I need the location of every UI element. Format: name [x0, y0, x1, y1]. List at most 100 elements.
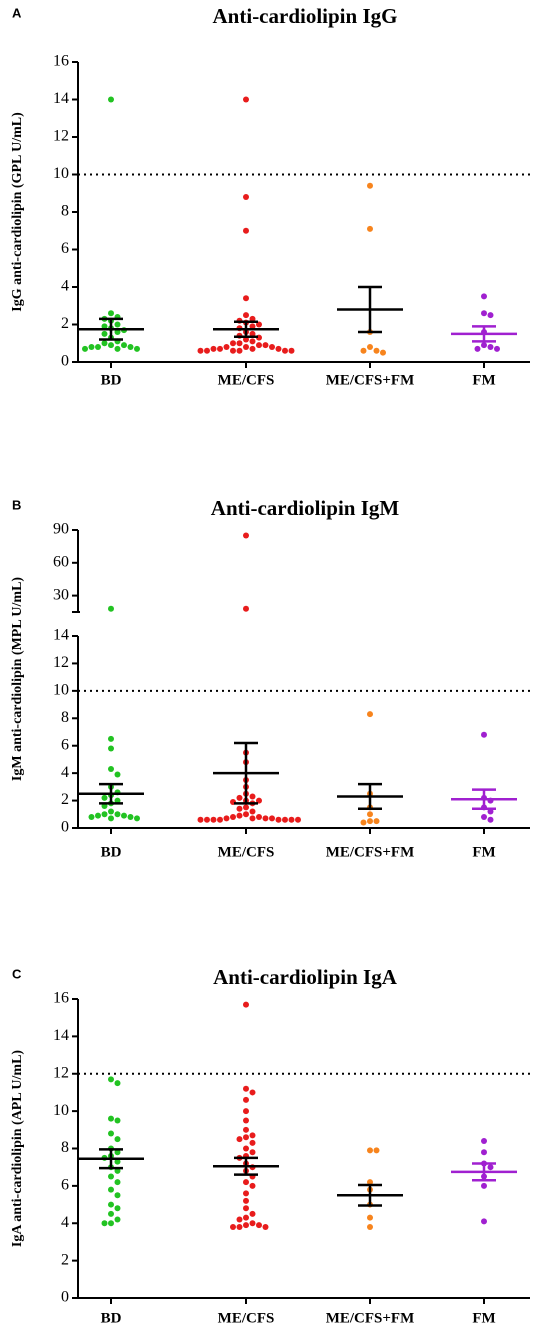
data-point [367, 1214, 373, 1221]
data-point [101, 794, 108, 801]
data-point [121, 342, 127, 349]
data-point [249, 345, 256, 352]
data-point [108, 1186, 114, 1193]
data-point [288, 347, 295, 354]
data-point [114, 321, 121, 328]
data-point [236, 794, 243, 801]
x-tick-label: ME/CFS+FM [326, 372, 415, 388]
data-point [243, 532, 249, 539]
data-point [494, 345, 500, 352]
data-point [380, 349, 386, 356]
data-point [256, 342, 262, 349]
y-axis-label: IgA anti-cardiolipin (APL U/mL) [10, 1050, 25, 1248]
y-tick-label: 8 [61, 203, 69, 220]
data-point [360, 819, 367, 826]
data-point [204, 347, 210, 354]
data-point [108, 605, 114, 612]
data-point [101, 340, 108, 347]
data-point [481, 1182, 487, 1189]
y-axis-label: IgM anti-cardiolipin (MPL U/mL) [10, 577, 25, 782]
data-point [249, 315, 256, 322]
data-point [269, 815, 275, 822]
y-tick-label: 6 [61, 1177, 69, 1194]
y-tick-label: 0 [61, 819, 69, 836]
y-tick-label: 14 [53, 627, 69, 644]
data-point [236, 1136, 243, 1143]
data-point [282, 816, 288, 823]
data-point [236, 347, 243, 354]
data-point [243, 194, 249, 200]
data-point [108, 808, 114, 815]
data-point [88, 814, 95, 821]
x-tick-label: BD [101, 844, 122, 860]
data-point [236, 1223, 243, 1230]
data-point [249, 1132, 256, 1139]
data-point [101, 811, 108, 818]
data-point [108, 1076, 114, 1083]
data-point [249, 815, 256, 822]
data-point [243, 1134, 249, 1141]
data-point [243, 1179, 249, 1186]
y-tick-label: 6 [61, 736, 69, 753]
data-point [481, 1218, 487, 1225]
x-tick-label: FM [472, 844, 495, 860]
x-tick-label: ME/CFS+FM [326, 844, 415, 860]
y-tick-label: 10 [53, 682, 69, 699]
data-point [262, 1223, 269, 1230]
data-point [230, 347, 236, 354]
data-point [249, 793, 256, 800]
data-point [288, 816, 295, 823]
data-point [249, 330, 256, 337]
data-point [114, 1216, 121, 1223]
data-point [243, 96, 249, 103]
data-point [367, 1147, 373, 1154]
y-tick-label: 8 [61, 709, 69, 726]
data-point [249, 1089, 256, 1096]
chart-title: Anti-cardiolipin IgM [211, 496, 400, 520]
y-tick-label: 14 [53, 1027, 69, 1044]
data-point [295, 816, 301, 823]
data-point [367, 711, 373, 718]
data-point [373, 818, 380, 825]
data-point [474, 345, 481, 352]
data-point [95, 344, 101, 350]
data-point [360, 347, 367, 354]
x-tick-label: ME/CFS+FM [326, 1310, 415, 1326]
data-point [243, 1108, 249, 1115]
data-point [101, 1220, 108, 1227]
y-tick-label: 4 [61, 278, 69, 295]
y-tick-label: 16 [53, 990, 69, 1007]
data-point [249, 1210, 256, 1217]
y-tick-label: 90 [53, 521, 69, 538]
data-point [108, 1173, 114, 1180]
data-point [108, 745, 114, 752]
data-point [481, 731, 487, 738]
data-point [108, 1220, 114, 1227]
data-point [367, 225, 373, 232]
data-point [114, 1158, 121, 1165]
data-point [204, 816, 210, 823]
data-point [243, 1096, 249, 1103]
data-point [108, 1115, 114, 1122]
data-point [243, 1001, 249, 1008]
y-tick-label: 10 [53, 1102, 69, 1119]
x-tick-label: BD [101, 1310, 122, 1326]
y-tick-label: 4 [61, 1214, 69, 1231]
data-point [108, 1130, 114, 1137]
data-point [114, 1167, 121, 1174]
data-point [367, 182, 373, 189]
data-point [481, 310, 487, 317]
data-point [243, 1197, 249, 1204]
data-point [114, 1136, 121, 1143]
y-tick-label: 0 [61, 1289, 69, 1306]
y-tick-label: 0 [61, 353, 69, 370]
data-point [95, 812, 101, 819]
data-point [108, 766, 114, 773]
data-point [88, 344, 95, 350]
data-point [114, 811, 121, 818]
data-point [114, 1192, 121, 1199]
data-point [487, 1164, 494, 1171]
data-point [108, 96, 114, 103]
data-point [249, 338, 256, 345]
data-point [108, 1210, 114, 1217]
